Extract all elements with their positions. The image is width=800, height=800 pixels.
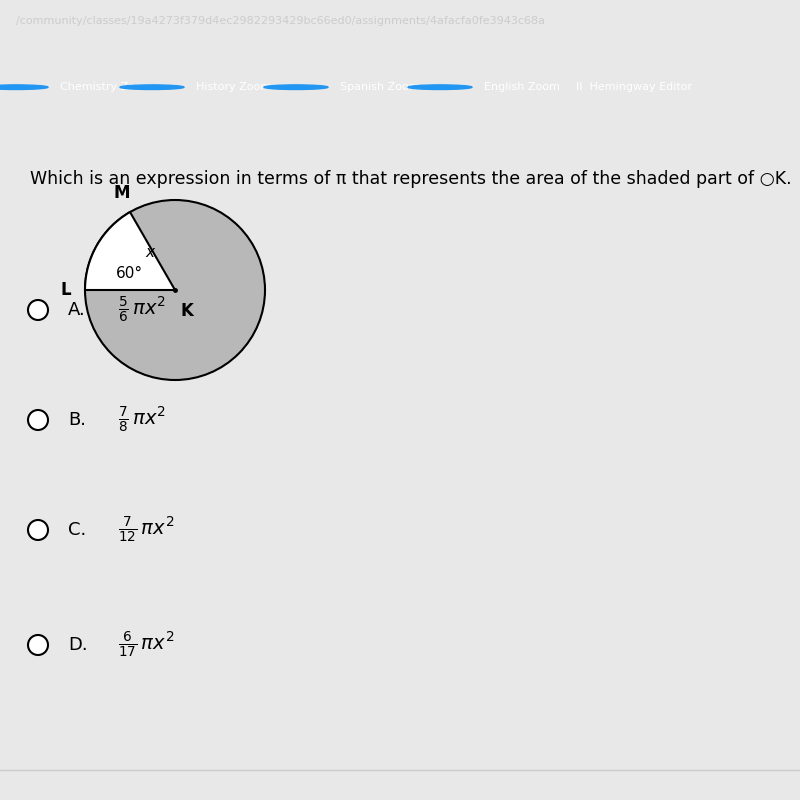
- Text: C.: C.: [68, 521, 86, 539]
- Text: K: K: [180, 302, 193, 320]
- Text: History Zoom: History Zoom: [196, 82, 271, 92]
- Circle shape: [0, 85, 48, 90]
- Text: B.: B.: [68, 411, 86, 429]
- Text: /community/classes/19a4273f379d4ec2982293429bc66ed0/assignments/4afacfa0fe3943c6: /community/classes/19a4273f379d4ec298229…: [16, 16, 545, 26]
- Text: L: L: [60, 281, 71, 299]
- Circle shape: [264, 85, 328, 90]
- Wedge shape: [85, 212, 175, 290]
- Circle shape: [408, 85, 472, 90]
- Circle shape: [85, 200, 265, 380]
- Text: English Zoom: English Zoom: [484, 82, 560, 92]
- Text: A.: A.: [68, 301, 86, 319]
- Text: x: x: [146, 246, 154, 261]
- Text: Spanish Zoom: Spanish Zoom: [340, 82, 420, 92]
- Text: $\frac{6}{17}\,\pi x^2$: $\frac{6}{17}\,\pi x^2$: [118, 630, 174, 660]
- Text: $\frac{5}{6}\,\pi x^2$: $\frac{5}{6}\,\pi x^2$: [118, 295, 166, 325]
- Circle shape: [28, 300, 48, 320]
- Circle shape: [28, 410, 48, 430]
- Text: II  Hemingway Editor: II Hemingway Editor: [576, 82, 692, 92]
- Text: $\frac{7}{12}\,\pi x^2$: $\frac{7}{12}\,\pi x^2$: [118, 515, 174, 545]
- Text: $\frac{7}{8}\,\pi x^2$: $\frac{7}{8}\,\pi x^2$: [118, 405, 166, 435]
- Text: M: M: [114, 184, 130, 202]
- Circle shape: [28, 520, 48, 540]
- Circle shape: [28, 635, 48, 655]
- Text: 60°: 60°: [116, 266, 143, 281]
- Text: D.: D.: [68, 636, 88, 654]
- Circle shape: [120, 85, 184, 90]
- Text: Chemistry Zoom: Chemistry Zoom: [60, 82, 153, 92]
- Text: Which is an expression in terms of π that represents the area of the shaded part: Which is an expression in terms of π tha…: [30, 170, 792, 188]
